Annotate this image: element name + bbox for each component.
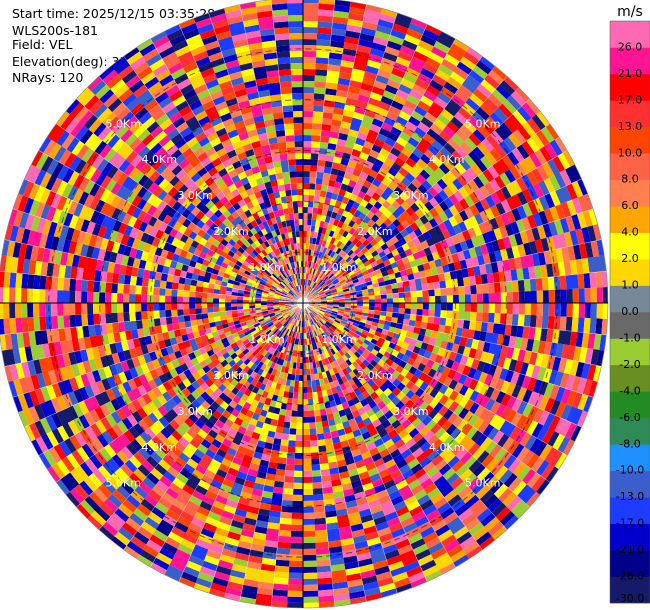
colorbar: m/s 26.0 21.0 17.0 13.0 10.0 8.0 6.0 4.0 2.0 1.0 0.… — [609, 4, 650, 605]
colorbar-bin — [610, 21, 650, 48]
range-ring-label: 5.0Km — [465, 477, 500, 490]
nrays-label: NRays: 120 — [12, 70, 84, 85]
range-ring-label: 2.0Km — [213, 225, 248, 238]
field-label: Field: VEL — [12, 37, 73, 52]
colorbar-bin — [610, 100, 650, 128]
colorbar-tick-label: 17.0 — [618, 93, 643, 106]
colorbar-tick-label: -1.0 — [619, 331, 640, 344]
colorbar-tick-label: 10.0 — [618, 146, 643, 159]
colorbar-tick-label: -2.0 — [619, 358, 640, 371]
colorbar-tick-label: -13.0 — [616, 490, 644, 503]
colorbar-frame — [609, 20, 650, 604]
colorbar-tick-label: 21.0 — [618, 67, 643, 80]
velocity-gate-group — [0, 12, 593, 608]
colorbar-tick-label: 26.0 — [618, 40, 643, 53]
colorbar-bin — [610, 206, 650, 233]
colorbar-bin — [610, 312, 650, 339]
colorbar-bin — [610, 285, 650, 313]
colorbar-tick-label: -21.0 — [616, 543, 644, 556]
instrument-label: WLS200s-181 — [12, 23, 98, 38]
range-ring-label: 5.0Km — [465, 117, 500, 130]
range-ring-label: 4.0Km — [429, 441, 464, 454]
colorbar-bin — [610, 232, 650, 260]
colorbar-tick-label: 4.0 — [621, 226, 639, 239]
colorbar-tick-label: -30.0 — [616, 592, 644, 605]
range-ring-label: 4.0Km — [429, 153, 464, 166]
range-ring-label: 3.0Km — [393, 405, 428, 418]
start-time-label: Start time: 2025/12/15 03:35:28 — [12, 6, 216, 21]
colorbar-tick-label: 13.0 — [618, 120, 643, 133]
colorbar-bin — [610, 179, 650, 207]
colorbar-bin — [610, 444, 650, 472]
range-ring-label: 5.0Km — [106, 117, 141, 130]
range-ring-label: 3.0Km — [177, 189, 212, 202]
colorbar-bin — [610, 126, 650, 154]
colorbar-bin — [610, 391, 650, 419]
velocity-gate-group — [21, 6, 585, 608]
colorbar-tick-label: 2.0 — [621, 252, 639, 265]
range-ring-label: 4.0Km — [142, 441, 177, 454]
colorbar-tick-label: 6.0 — [621, 199, 639, 212]
colorbar-bin — [610, 523, 650, 551]
range-ring-label: 1.0Km — [321, 333, 356, 346]
colorbar-bin — [610, 417, 650, 445]
range-ring-label: 3.0Km — [177, 405, 212, 418]
colorbar-bin — [610, 153, 650, 181]
range-ring-label: 3.0Km — [393, 189, 428, 202]
cross-axes — [0, 0, 608, 608]
colorbar-bin — [610, 47, 650, 75]
range-ring-label: 1.0Km — [249, 333, 284, 346]
range-ring-labels: 1.0Km 1.0Km 1.0Km 1.0Km 2.0Km 2.0Km 2.0Km 2.0Km… — [106, 117, 501, 489]
colorbar-tick-label: -26.0 — [616, 570, 644, 583]
range-ring-label: 1.0Km — [321, 261, 356, 274]
range-ring-label: 1.0Km — [249, 261, 284, 274]
colorbar-bin — [610, 497, 650, 524]
colorbar-tick-label: 0.0 — [621, 305, 639, 318]
colorbar-bin — [610, 73, 650, 101]
range-ring-label: 5.0Km — [106, 477, 141, 490]
colorbar-bin — [610, 338, 650, 366]
colorbar-tick-label: -6.0 — [619, 411, 640, 424]
colorbar-tick-label: -4.0 — [619, 384, 640, 397]
colorbar-tick-label: -10.0 — [616, 464, 644, 477]
range-ring-label: 2.0Km — [213, 369, 248, 382]
colorbar-bin — [610, 470, 650, 498]
range-ring-label: 2.0Km — [357, 225, 392, 238]
colorbar-unit: m/s — [617, 4, 643, 20]
colorbar-tick-label: 8.0 — [621, 173, 639, 186]
velocity-gate-group — [3, 21, 608, 608]
colorbar-tick-label: 1.0 — [621, 279, 639, 292]
colorbar-bin — [610, 576, 650, 604]
range-ring-label: 4.0Km — [142, 153, 177, 166]
velocity-gates — [0, 0, 609, 608]
velocity-gate-group — [16, 9, 602, 607]
colorbar-bin — [610, 550, 650, 577]
range-ring-label: 2.0Km — [357, 369, 392, 382]
colorbar-bin — [610, 259, 650, 286]
colorbar-tick-label: -8.0 — [619, 437, 640, 450]
colorbar-bin — [610, 364, 650, 392]
colorbar-tick-label: -17.0 — [616, 517, 644, 530]
